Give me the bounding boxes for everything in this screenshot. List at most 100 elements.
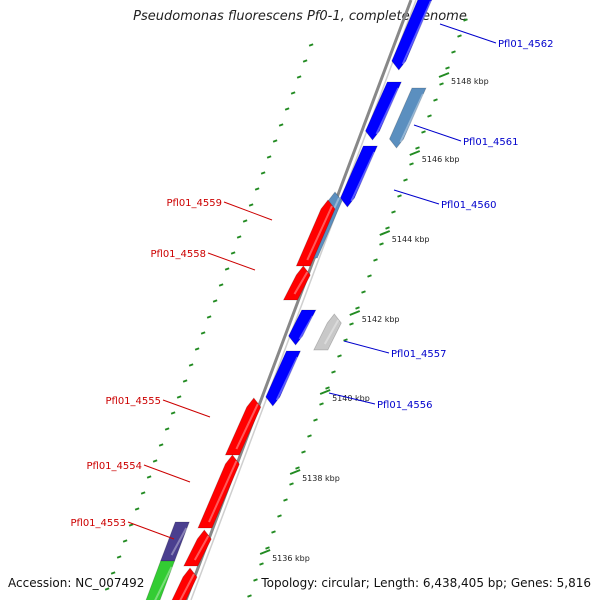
gene-label-leader (413, 124, 462, 142)
gene-label: Pfl01_4554 (86, 461, 142, 472)
gene-label-leader (439, 23, 497, 44)
scale-dash-left (212, 299, 218, 303)
gene-arrow-shine (235, 403, 259, 450)
scale-dash-left (188, 363, 194, 367)
scale-tick (379, 230, 391, 236)
scale-dash-right (409, 162, 414, 166)
scale-dash-right (289, 482, 294, 486)
scale-dash-right (247, 594, 252, 598)
gene-arrow-shine (375, 87, 400, 135)
gene-label-leader (343, 340, 390, 354)
scale-dash-left (134, 507, 140, 511)
gene-label: Pfl01_4561 (463, 137, 519, 148)
gene-arrow-shine (193, 535, 210, 561)
gene-arrow-shine (298, 315, 314, 340)
scale-dash-left (182, 379, 188, 383)
scale-dash-left (266, 155, 272, 159)
gene-arrow (171, 567, 198, 600)
gene-label: Pfl01_4558 (150, 249, 206, 260)
scale-tick-label: 5144 kbp (392, 235, 430, 244)
map-title: Pseudomonas fluorescens Pf0-1, complete … (133, 9, 467, 24)
scale-dash-right (367, 274, 372, 278)
scale-dash-left (194, 347, 200, 351)
gene-label-leader (127, 521, 175, 540)
gene-arrow-shine (293, 271, 309, 295)
gene-arrow-shine (179, 573, 195, 600)
scale-dash-left (164, 427, 170, 431)
accession-text: Accession: NC_007492 (8, 576, 145, 590)
scale-dash-right (283, 498, 288, 502)
scale-dash-right (253, 578, 258, 582)
scale-dash-right (439, 82, 444, 86)
scale-dash-right (343, 338, 348, 342)
scale-tick-label: 5138 kbp (302, 474, 340, 483)
scale-dash-left (110, 571, 116, 575)
scale-dash-right (337, 354, 342, 358)
scale-dash-right (265, 546, 270, 550)
gene-arrow-shine (399, 93, 424, 143)
scale-dash-left (296, 75, 302, 79)
gene-arrow-shine (275, 356, 299, 401)
scale-tick-label: 5146 kbp (422, 155, 460, 164)
scale-dash-right (421, 130, 426, 134)
scale-dash-right (349, 322, 354, 326)
scale-dash-right (385, 226, 390, 230)
scale-dash-left (146, 475, 152, 479)
scale-dash-left (308, 43, 314, 47)
scale-tick-label: 5142 kbp (362, 315, 400, 324)
scale-dash-left (230, 251, 236, 255)
scale-dash-left (290, 91, 296, 95)
gene-arrow-shine (170, 527, 188, 556)
gene-arrow (282, 265, 311, 301)
scale-dash-right (331, 370, 336, 374)
gene-label: Pfl01_4556 (377, 400, 433, 411)
gene-label-leader (162, 399, 211, 418)
gene-label-leader (328, 392, 376, 405)
scale-dash-left (158, 443, 164, 447)
scale-dash-left (128, 523, 134, 527)
scale-dash-right (361, 290, 366, 294)
scale-dash-right (325, 386, 330, 390)
scale-dash-right (355, 306, 360, 310)
gene-arrow (313, 313, 342, 351)
scale-dash-right (271, 530, 276, 534)
gene-arrow (365, 81, 402, 141)
scale-tick (319, 389, 331, 395)
scale-dash-left (170, 411, 176, 415)
genome-summary-text: Topology: circular; Length: 6,438,405 bp… (261, 576, 591, 590)
scale-tick-label: 5148 kbp (451, 77, 489, 86)
gene-arrow-shine (154, 566, 173, 600)
scale-dash-right (415, 146, 420, 150)
gene-label: Pfl01_4557 (391, 349, 447, 360)
scale-dash-right (457, 34, 462, 38)
scale-dash-right (295, 466, 300, 470)
gene-arrow (391, 0, 433, 71)
scale-dash-right (427, 114, 432, 118)
scale-dash-left (284, 107, 290, 111)
scale-dash-left (206, 315, 212, 319)
gene-arrow-shine (306, 205, 333, 261)
scale-dash-left (224, 267, 230, 271)
scale-dash-left (122, 539, 128, 543)
scale-dash-right (433, 98, 438, 102)
scale-dash-right (463, 18, 468, 22)
scale-dash-right (313, 418, 318, 422)
scale-dash-left (254, 187, 260, 191)
scale-dash-right (373, 258, 378, 262)
scale-tick (259, 549, 271, 555)
gene-label-leader (207, 252, 256, 271)
gene-arrow (183, 529, 212, 567)
genome-backbone-shadow (190, 0, 417, 600)
scale-dash-right (307, 434, 312, 438)
scale-dash-right (277, 514, 282, 518)
scale-dash-left (176, 395, 182, 399)
scale-dash-left (236, 235, 242, 239)
scale-dash-left (218, 283, 224, 287)
gene-arrow-shine (401, 0, 432, 65)
gene-arrow-shine (208, 460, 238, 523)
scale-tick-label: 5136 kbp (272, 554, 310, 563)
gene-label-leader (223, 201, 273, 221)
scale-dash-right (451, 50, 456, 54)
gene-arrow (197, 454, 240, 529)
gene-arrow (145, 560, 176, 600)
